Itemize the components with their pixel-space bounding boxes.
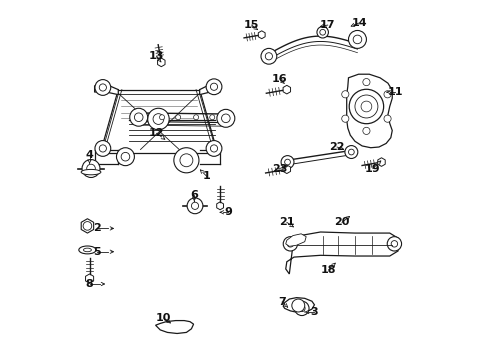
Text: 11: 11: [386, 87, 402, 97]
Circle shape: [348, 89, 383, 124]
Polygon shape: [94, 82, 118, 95]
Polygon shape: [216, 202, 223, 210]
Text: 15: 15: [244, 20, 259, 30]
Text: 21: 21: [279, 217, 294, 227]
Circle shape: [261, 48, 276, 64]
Polygon shape: [199, 82, 220, 95]
Circle shape: [99, 84, 106, 91]
Text: 6: 6: [190, 190, 198, 200]
Circle shape: [174, 148, 199, 173]
Text: 22: 22: [328, 142, 344, 152]
Ellipse shape: [79, 246, 96, 254]
Circle shape: [344, 145, 357, 158]
Circle shape: [153, 114, 163, 125]
Polygon shape: [155, 320, 193, 333]
Polygon shape: [283, 165, 290, 174]
Circle shape: [83, 222, 92, 230]
Polygon shape: [81, 219, 93, 233]
Circle shape: [209, 115, 214, 120]
Text: 9: 9: [224, 207, 232, 217]
Text: 12: 12: [148, 129, 164, 138]
Ellipse shape: [81, 170, 101, 175]
Circle shape: [319, 30, 325, 35]
Circle shape: [341, 91, 348, 98]
Text: 8: 8: [85, 279, 93, 289]
Text: 2: 2: [93, 224, 101, 233]
Text: 1: 1: [203, 171, 210, 181]
Circle shape: [191, 202, 198, 210]
Circle shape: [348, 31, 366, 48]
Circle shape: [298, 305, 305, 312]
Text: 14: 14: [351, 18, 366, 28]
Text: 7: 7: [278, 297, 285, 307]
Circle shape: [354, 95, 377, 118]
Circle shape: [206, 79, 222, 95]
Circle shape: [390, 240, 397, 247]
Text: 17: 17: [319, 20, 335, 30]
Circle shape: [159, 115, 164, 120]
Circle shape: [265, 53, 272, 60]
Circle shape: [86, 164, 95, 173]
Circle shape: [284, 159, 290, 165]
Circle shape: [210, 83, 217, 90]
Circle shape: [147, 108, 169, 130]
Circle shape: [116, 148, 134, 166]
Polygon shape: [85, 274, 93, 283]
Text: 18: 18: [320, 265, 336, 275]
Circle shape: [383, 91, 390, 98]
Text: 19: 19: [365, 163, 380, 174]
Text: 4: 4: [85, 150, 93, 160]
Circle shape: [221, 114, 230, 123]
Text: 16: 16: [271, 74, 287, 84]
Circle shape: [360, 101, 371, 112]
Circle shape: [316, 27, 328, 38]
Circle shape: [362, 127, 369, 134]
Circle shape: [175, 115, 180, 120]
Text: 5: 5: [94, 247, 101, 257]
Circle shape: [129, 108, 147, 126]
Text: 10: 10: [156, 313, 171, 323]
Circle shape: [210, 145, 217, 152]
Circle shape: [82, 159, 100, 177]
Circle shape: [193, 115, 198, 120]
Circle shape: [187, 198, 203, 214]
Polygon shape: [157, 58, 164, 67]
Text: 13: 13: [149, 51, 164, 61]
Circle shape: [352, 35, 361, 44]
Circle shape: [362, 78, 369, 86]
Polygon shape: [346, 74, 391, 148]
Polygon shape: [258, 31, 264, 39]
Text: 20: 20: [334, 217, 349, 227]
Circle shape: [341, 115, 348, 122]
Circle shape: [121, 152, 129, 161]
Ellipse shape: [83, 248, 91, 252]
Circle shape: [291, 299, 304, 312]
Circle shape: [283, 237, 297, 251]
Circle shape: [99, 145, 106, 152]
Circle shape: [206, 140, 222, 156]
Circle shape: [348, 149, 353, 155]
Circle shape: [383, 115, 390, 122]
Polygon shape: [285, 234, 305, 246]
Circle shape: [281, 156, 293, 168]
Circle shape: [286, 240, 293, 247]
Circle shape: [294, 301, 308, 316]
Polygon shape: [283, 298, 314, 313]
Circle shape: [134, 113, 142, 122]
Circle shape: [386, 237, 401, 251]
Circle shape: [95, 140, 110, 156]
Circle shape: [217, 109, 234, 127]
Polygon shape: [283, 85, 290, 94]
Polygon shape: [285, 232, 397, 274]
Text: 3: 3: [310, 307, 318, 317]
Circle shape: [95, 80, 110, 95]
Polygon shape: [377, 158, 385, 166]
Text: 23: 23: [271, 163, 287, 174]
Circle shape: [180, 154, 192, 167]
